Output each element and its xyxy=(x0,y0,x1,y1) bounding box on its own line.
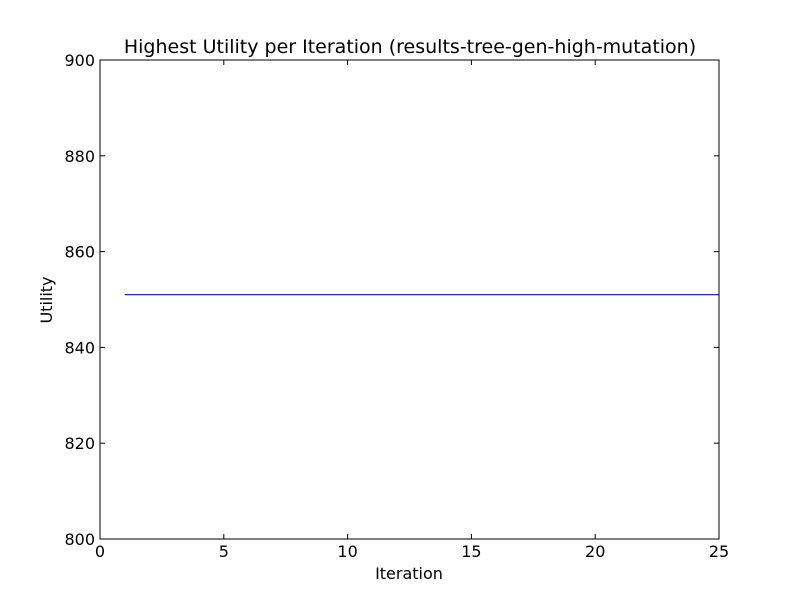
y-tick-label-820: 820 xyxy=(64,434,95,453)
y-tick-label-840: 840 xyxy=(64,338,95,357)
y-tick-label-860: 860 xyxy=(64,243,95,262)
x-tick-label-5: 5 xyxy=(219,542,229,561)
y-axis-label: Utility xyxy=(37,276,56,323)
y-tick-label-800: 800 xyxy=(64,530,95,549)
x-tick-label-10: 10 xyxy=(337,542,357,561)
x-tick-label-20: 20 xyxy=(585,542,605,561)
x-axis-label: Iteration xyxy=(375,564,443,583)
x-tick-label-25: 25 xyxy=(709,542,729,561)
y-tick-label-880: 880 xyxy=(64,147,95,166)
x-tick-label-15: 15 xyxy=(461,542,481,561)
x-tick-label-0: 0 xyxy=(95,542,105,561)
plot-area: 0 5 10 15 20 25 800 820 840 860 880 900 xyxy=(64,51,729,561)
chart-title: Highest Utility per Iteration (results-t… xyxy=(124,36,696,58)
plot-frame xyxy=(99,59,720,540)
y-tick-label-900: 900 xyxy=(64,51,95,70)
